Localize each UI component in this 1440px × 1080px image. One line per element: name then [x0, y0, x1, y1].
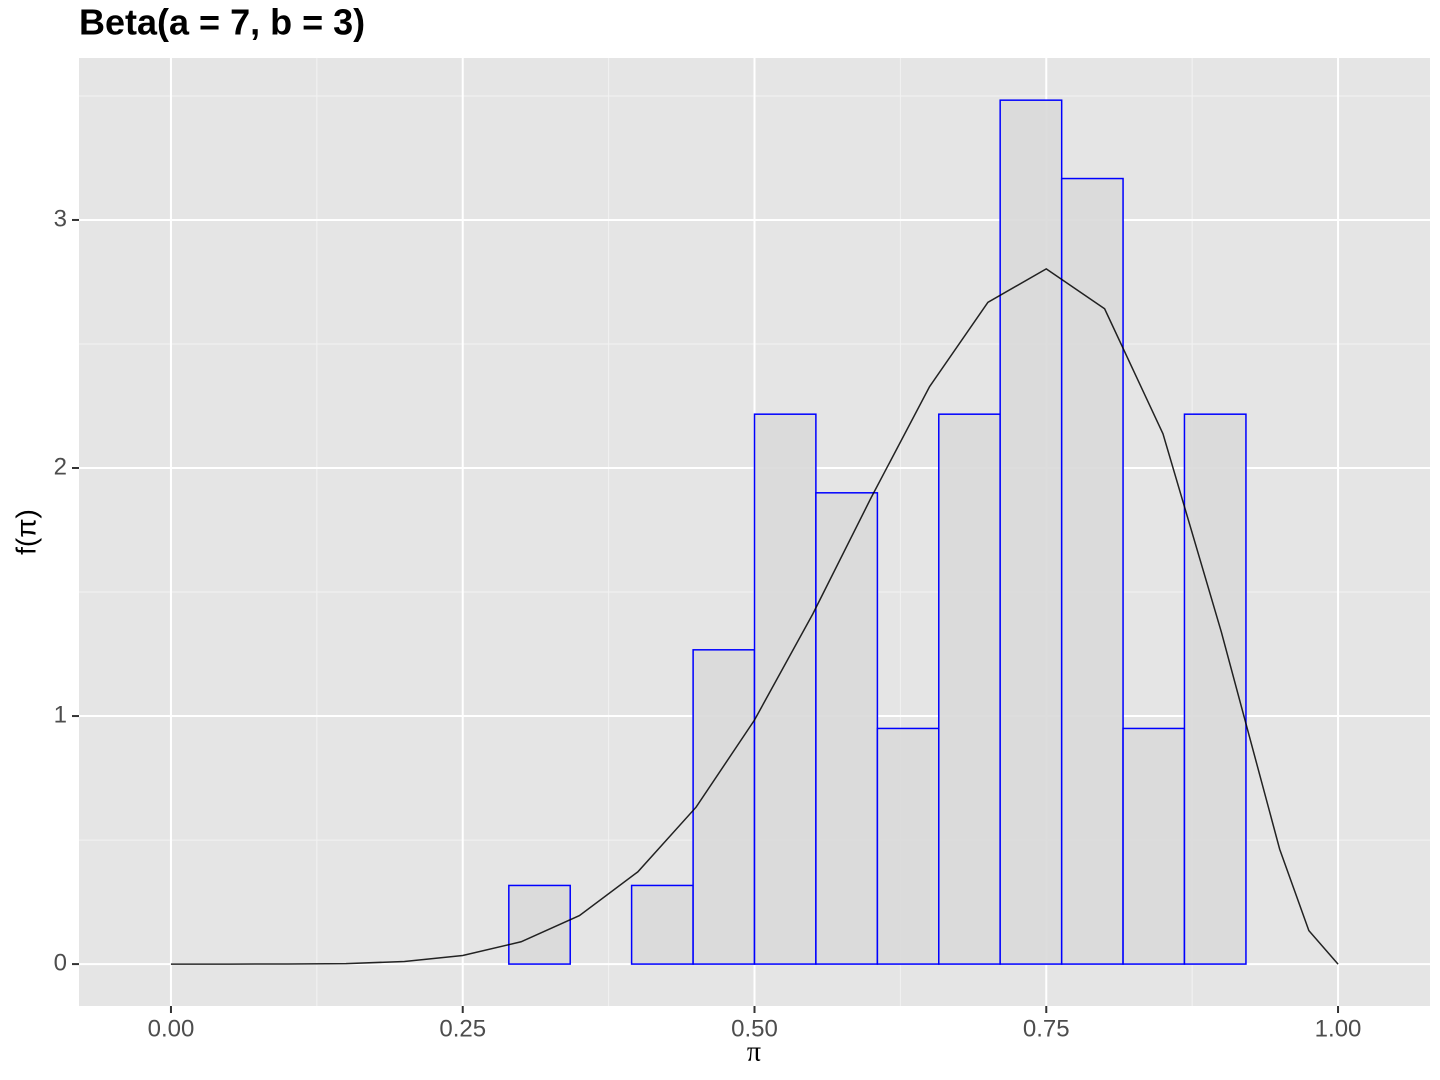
density-curve: [170, 267, 1339, 965]
x-tick-label: 1.00: [1315, 1015, 1362, 1042]
bar: [753, 413, 817, 965]
bar: [1060, 177, 1124, 965]
bar: [692, 649, 756, 965]
bar: [508, 884, 571, 965]
y-tick-label: 2: [54, 453, 67, 480]
x-axis-title: π: [747, 1036, 761, 1067]
y-tick-label: 3: [54, 205, 67, 232]
y-tick-label: 1: [54, 701, 67, 728]
y-tick-label: 0: [54, 949, 67, 976]
x-tick-label: 0.25: [439, 1015, 486, 1042]
bar: [999, 99, 1063, 965]
bar: [630, 884, 694, 965]
bar: [1183, 413, 1247, 965]
x-tick-label: 0.50: [731, 1015, 778, 1042]
y-axis-title: f(π): [10, 509, 41, 555]
bar: [938, 413, 1001, 965]
x-tick-label: 0.00: [148, 1015, 195, 1042]
chart-title: Beta(a = 7, b = 3): [79, 2, 365, 43]
x-tick-label: 0.75: [1023, 1015, 1070, 1042]
bar: [815, 492, 879, 965]
bar: [1122, 727, 1186, 965]
bar: [876, 727, 940, 965]
